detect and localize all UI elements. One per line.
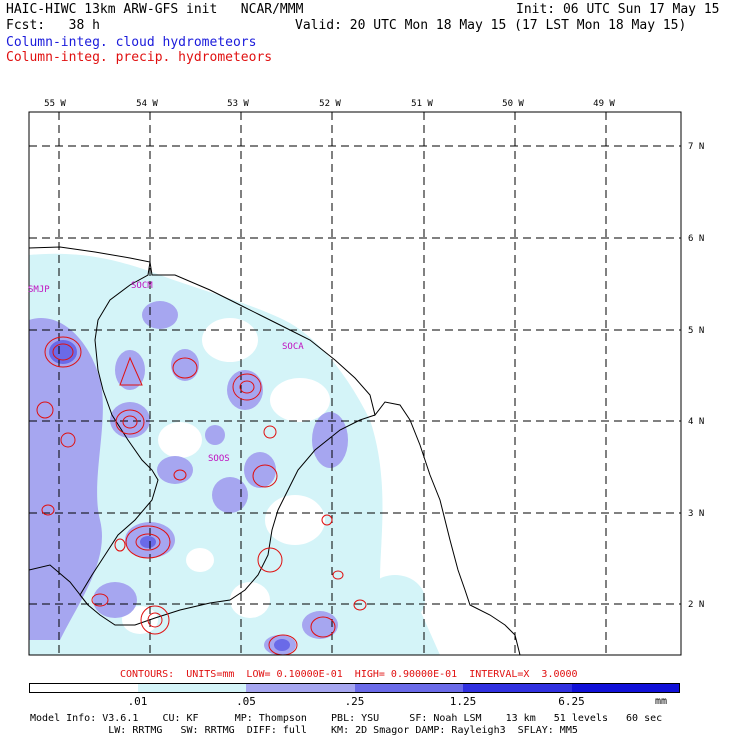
colorbar-segment (137, 683, 246, 693)
lat-label: 5 N (688, 326, 704, 336)
colorbar-label: 1.25 (449, 695, 477, 708)
colorbar-unit: mm (655, 696, 668, 707)
legend-cloud: Column-integ. cloud hydrometeors (6, 35, 257, 50)
station-label: SMJP (28, 285, 50, 295)
lon-label: 51 W (411, 99, 433, 109)
lat-lon-grid (29, 112, 681, 655)
lat-label: 2 N (688, 600, 704, 610)
colorbar-label: .01 (127, 695, 148, 708)
model-title: HAIC-HIWC 13km ARW-GFS init NCAR/MMM (6, 2, 304, 17)
lon-label: 54 W (136, 99, 158, 109)
colorbar-label: 6.25 (558, 695, 585, 708)
contours-info: CONTOURS: UNITS=mm LOW= 0.10000E-01 HIGH… (120, 669, 578, 680)
cloud-fill-medium (29, 301, 348, 655)
lon-label: 53 W (227, 99, 249, 109)
cloud-gaps (122, 318, 330, 634)
lon-label: 52 W (319, 99, 341, 109)
lat-label: 4 N (688, 417, 704, 427)
colorbar-label: .25 (344, 695, 365, 708)
colorbar-segment (29, 683, 138, 693)
station-label: SOCM (131, 281, 153, 291)
colorbar-segment (354, 683, 463, 693)
colorbar-segment (571, 683, 680, 693)
lon-label: 55 W (44, 99, 66, 109)
lat-label: 6 N (688, 234, 704, 244)
lon-label: 49 W (593, 99, 615, 109)
colorbar-label: .05 (236, 695, 256, 708)
colorbar-segment (463, 683, 572, 693)
station-label: SOOS (208, 454, 230, 464)
model-info-line1: Model Info: V3.6.1 CU: KF MP: Thompson P… (30, 713, 663, 724)
colorbar-frame (29, 683, 680, 693)
lat-label: 3 N (688, 509, 704, 519)
map-frame (28, 111, 682, 656)
valid-time: Valid: 20 UTC Mon 18 May 15 (17 LST Mon … (295, 18, 687, 33)
legend-precip: Column-integ. precip. hydrometeors (6, 50, 273, 65)
model-info-line2: LW: RRTMG SW: RRTMG DIFF: full KM: 2D Sm… (30, 725, 578, 736)
init-time: Init: 06 UTC Sun 17 May 15 (516, 2, 720, 17)
lat-label: 7 N (688, 142, 704, 152)
colorbar-segment (246, 683, 355, 693)
lon-label: 50 W (502, 99, 524, 109)
station-label: SOCA (282, 342, 304, 352)
coastline (29, 246, 521, 655)
precip-contours (36, 336, 367, 655)
forecast-hour: Fcst: 38 h (6, 18, 100, 33)
